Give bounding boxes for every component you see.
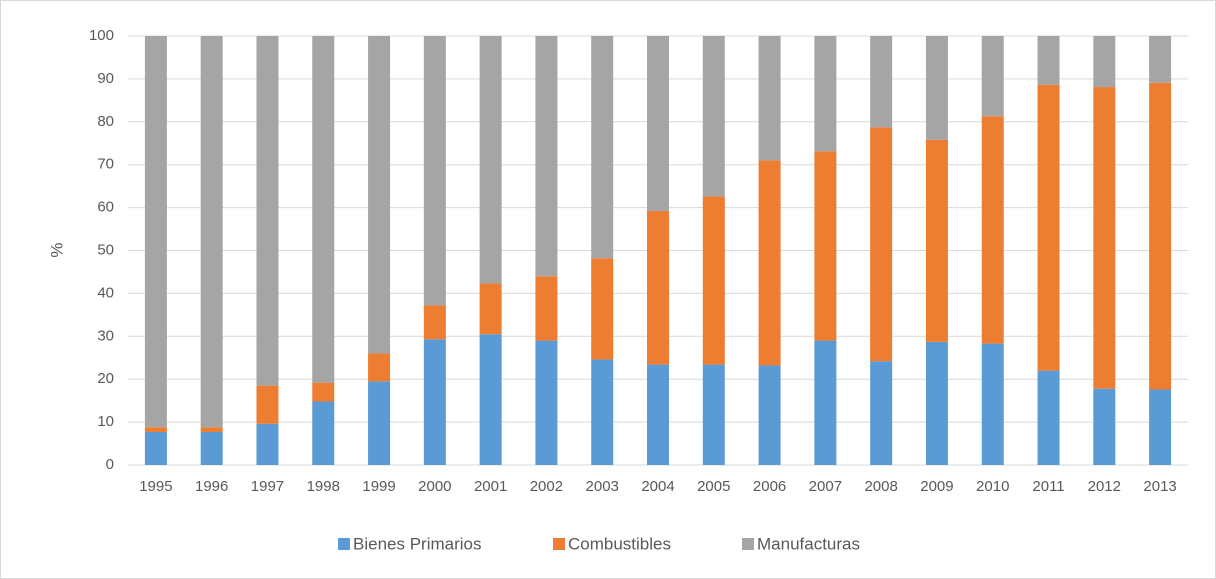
bar-segment: [925, 36, 948, 140]
x-tick-label: 2013: [1143, 478, 1176, 495]
x-tick-label: 2003: [586, 478, 619, 495]
bar-segment: [479, 283, 502, 335]
bar-segment: [591, 359, 614, 465]
bar-segment: [368, 353, 391, 382]
bar-segment: [256, 385, 279, 424]
bar-segment: [591, 36, 614, 259]
y-tick-label: 50: [97, 241, 114, 258]
bar-segment: [647, 211, 669, 365]
bar-segment: [702, 196, 725, 365]
x-tick-label: 2010: [976, 478, 1009, 495]
bar-segment: [312, 382, 335, 402]
x-tick-label: 2012: [1088, 478, 1121, 495]
x-tick-label: 2000: [418, 478, 451, 495]
bar-segment: [647, 36, 669, 212]
bar-segment: [1037, 84, 1060, 371]
bar-segment: [256, 36, 279, 386]
x-tick-label: 2011: [1032, 478, 1064, 495]
bar-segment: [758, 160, 781, 366]
bar-segment: [256, 423, 279, 465]
x-tick-label: 2008: [864, 478, 897, 495]
bar-segment: [814, 340, 837, 465]
y-axis-label: %: [47, 242, 66, 257]
bar-segment: [1093, 36, 1116, 88]
bar-segment: [144, 427, 167, 432]
bar-segment: [814, 151, 837, 341]
bar-segment: [423, 36, 446, 306]
legend-swatch: [742, 538, 754, 550]
bar-segment: [1149, 82, 1172, 390]
y-tick-label: 80: [97, 113, 114, 130]
bar-segment: [925, 341, 948, 465]
bar-segment: [312, 36, 335, 383]
bar-segment: [981, 343, 1004, 465]
bar-segment: [423, 305, 446, 340]
bar-segment: [981, 36, 1004, 117]
x-tick-label: 1998: [307, 478, 340, 495]
bar-segment: [870, 361, 893, 465]
bar-segment: [981, 116, 1004, 344]
bar-segment: [535, 276, 558, 341]
legend-swatch: [338, 538, 350, 550]
y-tick-label: 10: [97, 413, 114, 430]
bar-segment: [200, 427, 223, 432]
y-tick-label: 100: [89, 27, 114, 44]
bar-segment: [814, 36, 837, 152]
bar-segment: [925, 139, 948, 342]
bar-segment: [144, 36, 167, 428]
bar-segment: [535, 36, 558, 277]
y-tick-label: 30: [97, 327, 114, 344]
x-tick-label: 2009: [920, 478, 953, 495]
bar-segment: [312, 401, 335, 465]
bar-segment: [144, 431, 167, 465]
y-tick-label: 40: [97, 284, 114, 301]
x-tick-label: 2001: [474, 478, 507, 495]
bar-segment: [200, 36, 223, 428]
legend-label: Bienes Primarios: [353, 534, 482, 553]
x-tick-label: 2007: [809, 478, 842, 495]
bar-segment: [479, 36, 502, 284]
x-tick-label: 1999: [362, 478, 395, 495]
bar-segment: [200, 431, 223, 465]
bar-segment: [423, 339, 446, 465]
bar-segment: [535, 340, 558, 465]
bar-segment: [702, 36, 725, 197]
bar-segment: [368, 36, 391, 354]
x-tick-label: 2002: [530, 478, 563, 495]
bar-segment: [870, 127, 893, 362]
legend: Bienes Primarios Combustibles Manufacturas: [338, 534, 860, 553]
y-tick-label: 0: [106, 456, 114, 473]
bar-segment: [1093, 388, 1116, 465]
y-tick-label: 20: [97, 370, 114, 387]
x-tick-label: 1995: [139, 478, 172, 495]
bar-segment: [1037, 370, 1060, 465]
y-tick-label: 60: [97, 199, 114, 216]
bar-segment: [870, 36, 893, 128]
x-tick-label: 1997: [251, 478, 284, 495]
bar-segment: [758, 36, 781, 161]
bar-segment: [1037, 36, 1060, 85]
bar-segment: [479, 334, 502, 465]
y-tick-label: 90: [97, 70, 114, 87]
x-tick-label: 2004: [641, 478, 674, 495]
y-tick-label: 70: [97, 156, 114, 173]
bar-segment: [591, 258, 614, 360]
legend-swatch: [553, 538, 565, 550]
bar-segment: [702, 364, 725, 465]
x-tick-label: 2006: [753, 478, 786, 495]
x-tick-label: 1996: [195, 478, 228, 495]
bar-segment: [1149, 36, 1172, 83]
legend-label: Combustibles: [568, 534, 671, 553]
legend-label: Manufacturas: [757, 534, 860, 553]
bar-segment: [1149, 389, 1172, 465]
bar-segment: [368, 381, 391, 465]
bar-segment: [1093, 87, 1116, 389]
bar-segment: [758, 365, 781, 465]
bar-segment: [647, 364, 669, 465]
x-tick-label: 2005: [697, 478, 730, 495]
